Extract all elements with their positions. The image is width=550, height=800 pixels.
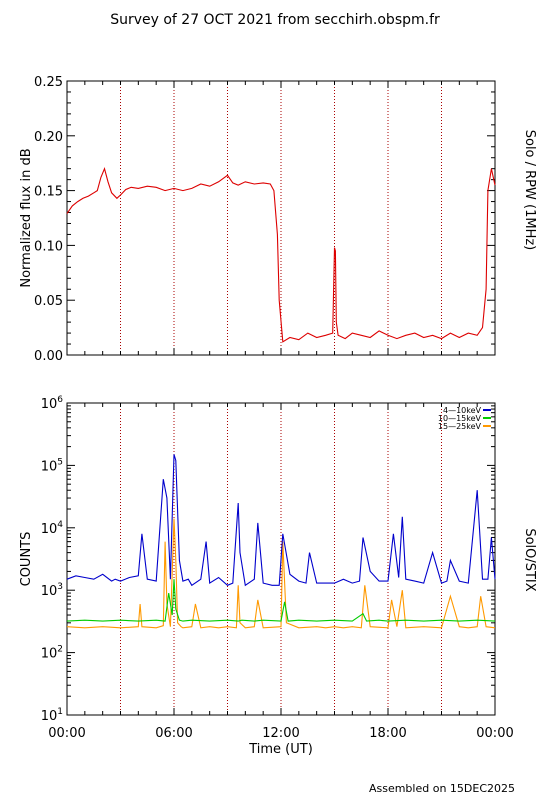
rpw-y-tick-label: 0.15 <box>34 185 63 200</box>
rpw-flux-series <box>66 166 496 343</box>
stix-x-axis-label: Time (UT) <box>248 742 313 757</box>
rpw-y-axis-label: Normalized flux in dB <box>19 148 34 287</box>
footer-assembled: Assembled on 15DEC2025 <box>369 782 515 795</box>
stix-x-tick-label: 12:00 <box>262 726 299 741</box>
stix-x-tick-label: 06:00 <box>155 726 192 741</box>
rpw-y-tick-label: 0.10 <box>34 239 63 254</box>
stix-legend-label: 15—25keV <box>438 422 482 431</box>
stix-y-tick-label: 101 <box>41 707 63 724</box>
chart-title: Survey of 27 OCT 2021 from secchirh.obsp… <box>110 12 440 28</box>
stix-y-axis-label: COUNTS <box>19 532 34 587</box>
rpw-y-tick-label: 0.25 <box>34 75 63 90</box>
stix-series-0 <box>66 454 496 587</box>
rpw-y-tick-label: 0.00 <box>34 349 63 364</box>
stix-legend-label: 10—15keV <box>438 414 482 423</box>
stix-y-tick-label: 102 <box>41 645 63 662</box>
stix-series-1 <box>66 579 496 622</box>
rpw-y-tick-label: 0.05 <box>34 294 63 309</box>
stix-y-tick-label: 105 <box>41 457 63 474</box>
stix-x-tick-label: 00:00 <box>476 726 513 741</box>
stix-series-2 <box>66 518 496 629</box>
rpw-instrument-label: Solo / RPW (1MHz) <box>522 130 537 251</box>
rpw-y-tick-label: 0.20 <box>34 130 63 145</box>
rpw-panel: 0.00 0.05 0.10 0.15 0.20 0.25 Normalized flux … <box>19 75 537 364</box>
stix-instrument-label: SolO/STIX <box>522 528 537 591</box>
stix-y-tick-label: 103 <box>41 582 63 599</box>
stix-panel: 101 102 103 104 105 106 00:00 06:00 12:00 18:00 00… <box>19 395 537 757</box>
stix-y-tick-label: 106 <box>41 395 64 412</box>
stix-x-tick-label: 18:00 <box>369 726 406 741</box>
stix-y-tick-label: 104 <box>41 520 64 537</box>
rpw-frame <box>66 80 496 356</box>
stix-x-tick-label: 00:00 <box>48 726 85 741</box>
stix-legend-label: 4—10keV <box>443 406 482 415</box>
